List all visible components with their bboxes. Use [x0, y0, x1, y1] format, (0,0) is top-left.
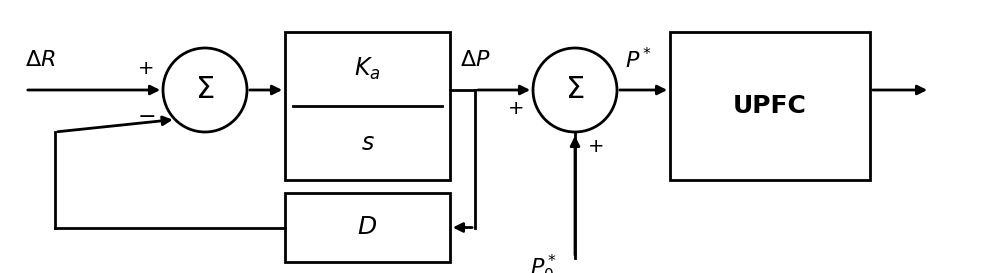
- Text: $D$: $D$: [357, 215, 378, 239]
- Bar: [285, 32, 450, 180]
- Bar: [670, 32, 870, 180]
- Text: $P_0^*$: $P_0^*$: [530, 253, 557, 273]
- Text: $s$: $s$: [361, 131, 374, 155]
- Text: $+$: $+$: [507, 99, 523, 117]
- Text: $-$: $-$: [137, 105, 155, 125]
- Text: $K_a$: $K_a$: [354, 56, 381, 82]
- Text: $\Sigma$: $\Sigma$: [565, 76, 585, 105]
- Bar: [285, 193, 450, 262]
- Text: $\Delta P$: $\Delta P$: [460, 50, 491, 70]
- Text: $\Delta R$: $\Delta R$: [25, 50, 56, 70]
- Text: UPFC: UPFC: [733, 94, 807, 118]
- Text: $P^*$: $P^*$: [625, 48, 652, 73]
- Text: $\Sigma$: $\Sigma$: [195, 76, 215, 105]
- Text: $+$: $+$: [587, 138, 603, 156]
- Text: $+$: $+$: [137, 58, 153, 78]
